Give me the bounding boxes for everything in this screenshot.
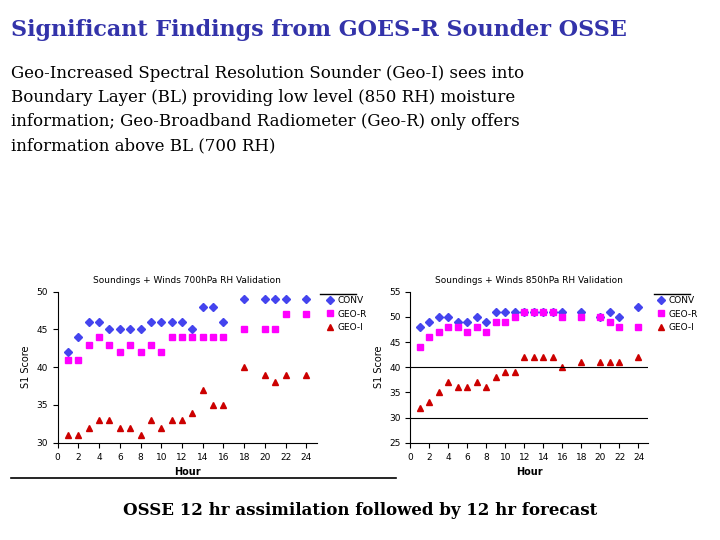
Title: Soundings + Winds 850hPa RH Validation: Soundings + Winds 850hPa RH Validation (436, 276, 623, 285)
Text: OSSE 12 hr assimilation followed by 12 hr forecast: OSSE 12 hr assimilation followed by 12 h… (123, 502, 597, 519)
Legend: CONV, GEO-R, GEO-I: CONV, GEO-R, GEO-I (657, 296, 698, 332)
X-axis label: Hour: Hour (516, 467, 542, 477)
Text: Significant Findings from GOES-R Sounder OSSE: Significant Findings from GOES-R Sounder… (11, 19, 626, 41)
Y-axis label: S1 Score: S1 Score (374, 346, 384, 388)
X-axis label: Hour: Hour (174, 467, 200, 477)
Legend: CONV, GEO-R, GEO-I: CONV, GEO-R, GEO-I (326, 296, 366, 332)
Text: Geo-Increased Spectral Resolution Sounder (Geo-I) sees into
Boundary Layer (BL) : Geo-Increased Spectral Resolution Sounde… (11, 65, 524, 154)
Title: Soundings + Winds 700hPa RH Validation: Soundings + Winds 700hPa RH Validation (94, 276, 281, 285)
Y-axis label: S1 Score: S1 Score (21, 346, 31, 388)
